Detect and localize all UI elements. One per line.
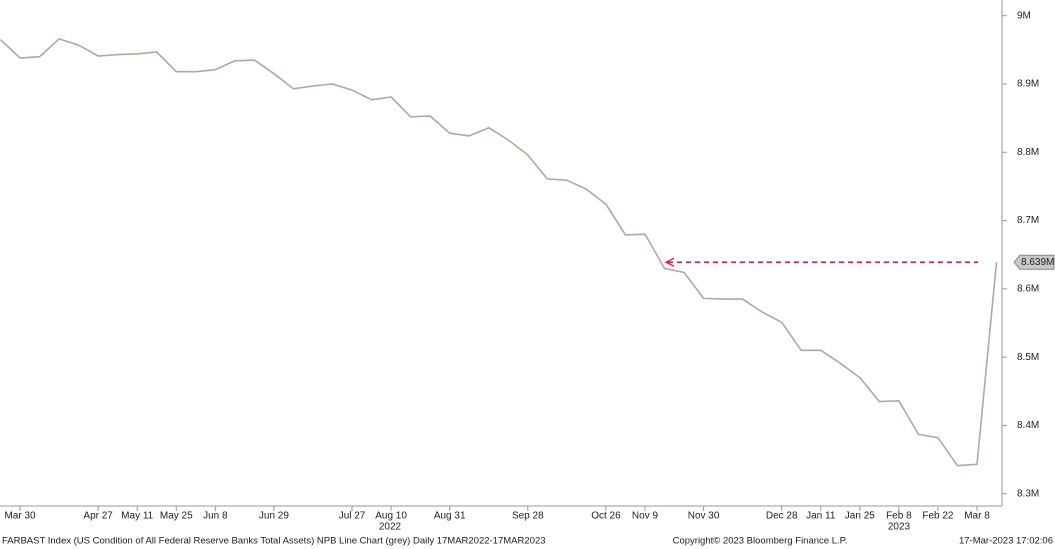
x-tick-label: Apr 27 <box>83 511 113 522</box>
x-tick-label: Sep 28 <box>512 511 544 522</box>
footer-left: FARBAST Index (US Condition of All Feder… <box>2 536 546 547</box>
y-tick-label: 8.4M <box>1017 420 1039 431</box>
y-tick-label: 8.7M <box>1017 215 1039 226</box>
arrow-head <box>664 257 675 267</box>
x-tick-label: Mar 30 <box>4 511 36 522</box>
last-value-label: 8.639M <box>1021 257 1054 268</box>
last-value-box <box>1013 254 1055 270</box>
x-tick-label: Aug 31 <box>434 511 466 522</box>
x-tick-label: Jul 27 <box>339 511 366 522</box>
x-tick-label: Aug 10 <box>375 511 407 522</box>
x-tick-label: May 25 <box>160 511 193 522</box>
x-tick-label: Feb 22 <box>922 511 954 522</box>
year-label: 2023 <box>888 522 911 533</box>
x-tick-label: Jun 8 <box>203 511 228 522</box>
x-tick-label: May 11 <box>121 511 153 522</box>
y-tick-label: 8.3M <box>1017 488 1039 499</box>
x-tick-label: Nov 9 <box>632 511 659 522</box>
y-tick-label: 9M <box>1017 10 1031 21</box>
y-tick-label: 8.9M <box>1017 79 1039 90</box>
footer-right: 17-Mar-2023 17:02:06 <box>959 536 1053 547</box>
data-line <box>0 37 998 467</box>
x-tick-label: Feb 8 <box>886 511 912 522</box>
x-tick-label: Oct 26 <box>591 511 621 522</box>
x-tick-label: Jan 11 <box>806 511 836 522</box>
x-tick-label: Mar 8 <box>964 511 990 522</box>
footer-center: Copyright© 2023 Bloomberg Finance L.P. <box>673 536 848 547</box>
x-tick-label: Jun 29 <box>259 511 289 522</box>
x-tick-label: Jan 25 <box>845 511 875 522</box>
y-tick-label: 8.6M <box>1017 283 1039 294</box>
year-label: 2022 <box>379 522 402 533</box>
y-tick-label: 8.8M <box>1017 147 1039 158</box>
x-tick-label: Dec 28 <box>766 511 798 522</box>
x-tick-label: Nov 30 <box>688 511 720 522</box>
y-tick-label: 8.5M <box>1017 352 1039 363</box>
